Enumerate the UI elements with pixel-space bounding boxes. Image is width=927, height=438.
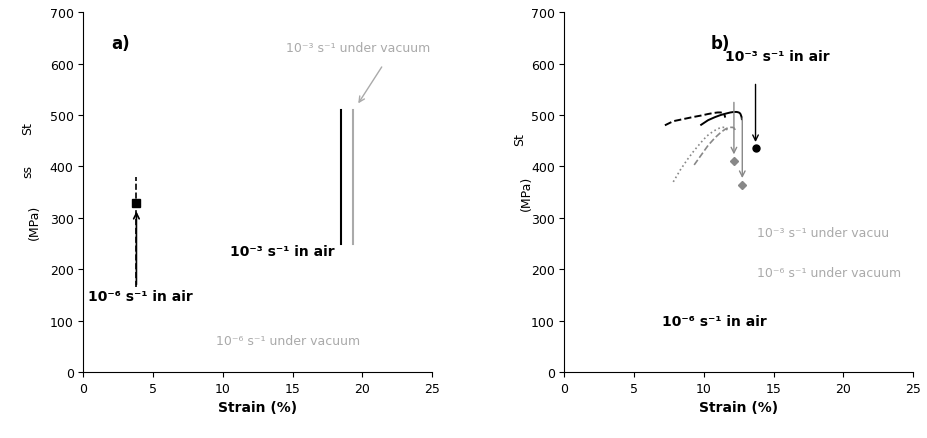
Text: 10⁻³ s⁻¹ under vacuu: 10⁻³ s⁻¹ under vacuu (757, 226, 889, 239)
Text: b): b) (711, 35, 730, 53)
Text: St: St (513, 132, 526, 145)
Text: 10⁻⁶ s⁻¹ in air: 10⁻⁶ s⁻¹ in air (662, 314, 767, 328)
Text: 10⁻³ s⁻¹ under vacuum: 10⁻³ s⁻¹ under vacuum (286, 42, 430, 54)
Text: a): a) (111, 35, 130, 53)
Text: 10⁻⁶ s⁻¹ under vacuum: 10⁻⁶ s⁻¹ under vacuum (757, 267, 901, 280)
Text: St: St (21, 122, 34, 134)
X-axis label: Strain (%): Strain (%) (699, 400, 779, 414)
Text: 10⁻³ s⁻¹ in air: 10⁻³ s⁻¹ in air (725, 50, 830, 64)
Text: 10⁻⁶ s⁻¹ in air: 10⁻⁶ s⁻¹ in air (88, 290, 193, 304)
Text: 10⁻³ s⁻¹ in air: 10⁻³ s⁻¹ in air (230, 245, 335, 259)
Text: (MPa): (MPa) (520, 175, 533, 210)
Text: (MPa): (MPa) (28, 204, 41, 239)
Text: 10⁻⁶ s⁻¹ under vacuum: 10⁻⁶ s⁻¹ under vacuum (216, 334, 360, 347)
X-axis label: Strain (%): Strain (%) (218, 400, 298, 414)
Text: ss: ss (21, 165, 34, 178)
